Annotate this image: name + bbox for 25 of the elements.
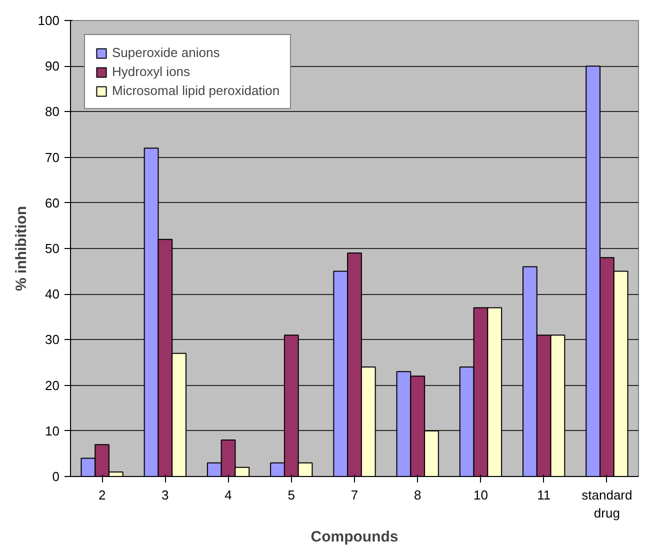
y-tick-label: 20 — [45, 378, 60, 393]
y-tick-label: 90 — [45, 58, 60, 74]
x-tick-label: standard drug — [582, 488, 632, 520]
x-tick-label: 3 — [162, 488, 169, 502]
x-tick-label: 11 — [537, 488, 551, 502]
x-tick-label: 10 — [473, 488, 488, 502]
x-tick-label: 8 — [414, 488, 422, 502]
y-tick-label: 100 — [38, 13, 60, 28]
legend-label: Hydroxyl ions — [112, 64, 190, 79]
legend-label: Microsomal lipid peroxidation — [112, 83, 280, 98]
y-tick-label: 60 — [45, 195, 60, 210]
x-tick-label: 7 — [350, 488, 358, 502]
x-tick-label: 2 — [98, 488, 106, 502]
y-tick-label: 10 — [45, 423, 60, 438]
y-tick-label: 50 — [45, 241, 60, 256]
legend-label: Superoxide anions — [112, 45, 220, 60]
y-tick-label: 80 — [45, 104, 60, 120]
y-tick-label: 40 — [45, 286, 60, 302]
x-tick-label: 4 — [224, 488, 232, 502]
y-tick-label: 30 — [45, 332, 60, 348]
y-tick-label: 0 — [52, 469, 60, 484]
x-tick-label: 5 — [288, 488, 296, 502]
x-axis-title: Compounds — [310, 528, 398, 546]
y-axis-title: % inhibition — [12, 206, 30, 291]
y-tick-label: 70 — [45, 150, 60, 165]
